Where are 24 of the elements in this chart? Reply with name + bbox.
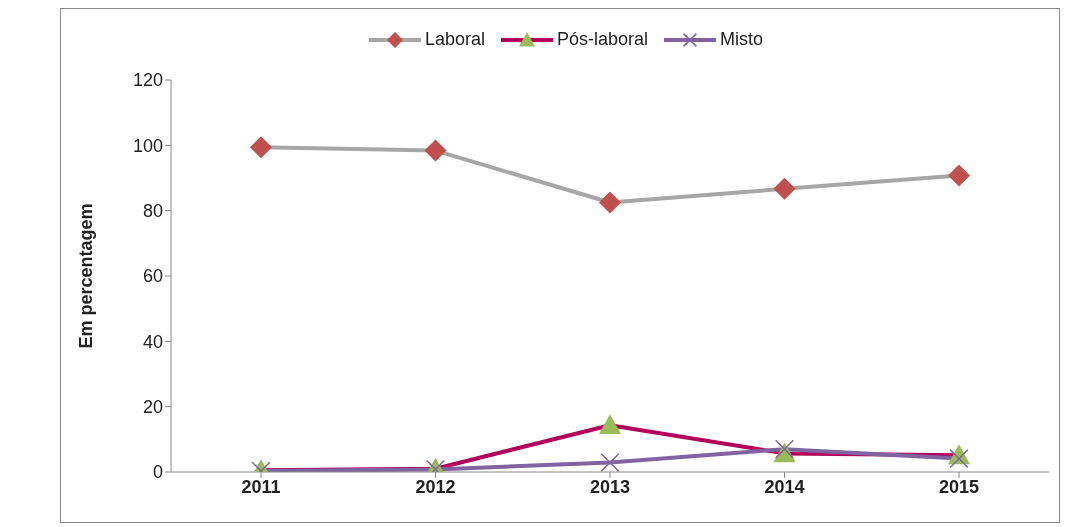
point bbox=[948, 164, 970, 187]
y-tick-label: 100 bbox=[132, 135, 163, 156]
y-tick-label: 120 bbox=[132, 70, 163, 91]
y-tick-label: 20 bbox=[142, 397, 163, 418]
point bbox=[599, 191, 621, 214]
x-tick-label: 2013 bbox=[589, 476, 631, 497]
legend-label: Laboral bbox=[423, 29, 485, 50]
legend-label: Misto bbox=[719, 29, 764, 50]
y-tick-label: 0 bbox=[152, 462, 163, 483]
legend-label: Pós-laboral bbox=[556, 29, 649, 50]
y-tick-label: 60 bbox=[142, 266, 163, 287]
x-tick-label: 2015 bbox=[938, 476, 980, 497]
x-tick-label: 2014 bbox=[764, 476, 805, 497]
y-tick-label: 80 bbox=[142, 201, 163, 222]
y-axis-title: Em percentagem bbox=[76, 203, 97, 349]
point bbox=[250, 136, 272, 159]
point bbox=[600, 452, 620, 472]
point bbox=[424, 139, 447, 162]
y-tick-label: 40 bbox=[142, 331, 163, 352]
x-tick-label: 2012 bbox=[415, 476, 456, 497]
point bbox=[773, 177, 796, 200]
point bbox=[599, 414, 621, 435]
x-tick-label: 2011 bbox=[241, 476, 281, 497]
point bbox=[949, 449, 969, 469]
